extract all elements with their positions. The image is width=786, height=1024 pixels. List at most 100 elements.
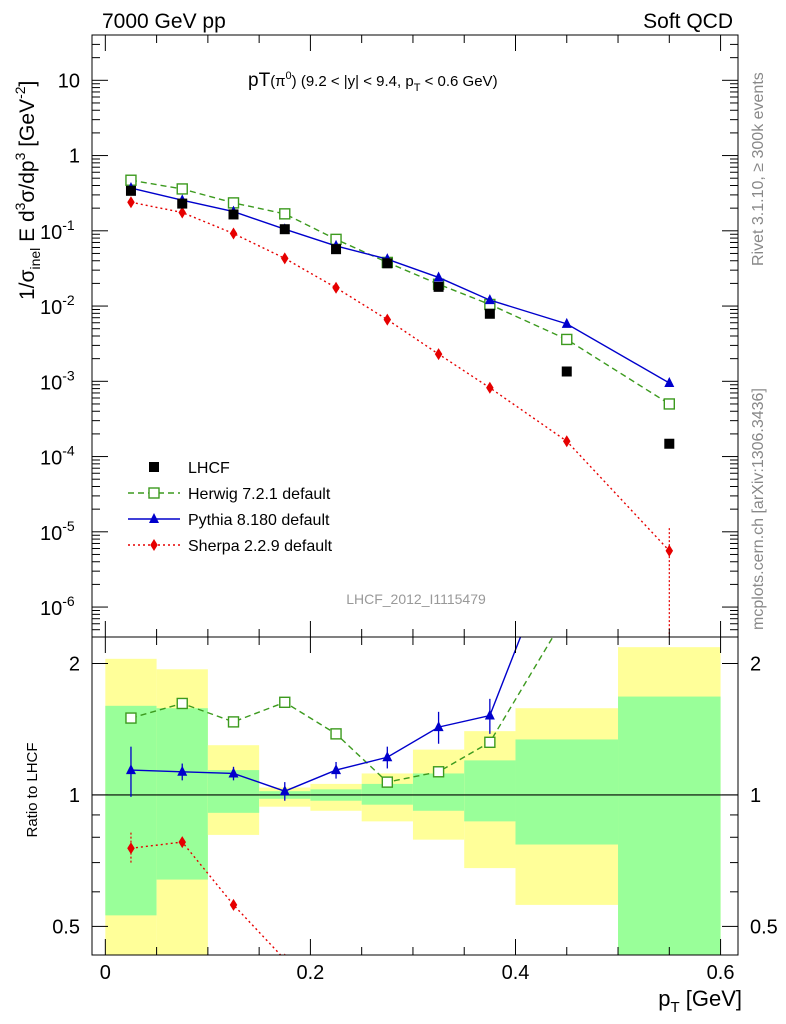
legend-lhcf-label: LHCF [188, 460, 230, 477]
band-green-8 [515, 739, 619, 845]
main-sherpa-point-7 [486, 381, 494, 394]
band-green-9 [618, 696, 721, 955]
band-green-5 [361, 783, 413, 805]
band-green-6 [412, 773, 465, 811]
main-herwig-point-3 [279, 208, 291, 220]
main-lhcf-point-8 [561, 366, 572, 377]
ratio-sherpa-point-2 [229, 898, 238, 911]
legend-lhcf-marker [149, 462, 159, 472]
ratio-herwig-point-7 [484, 736, 496, 749]
x-tick-label-0: 0 [100, 962, 111, 984]
band-green-1 [156, 708, 208, 880]
ratio-pythia-point-7 [484, 709, 495, 720]
ratio-pythia-point-2 [228, 767, 239, 778]
main-herwig-point-9 [663, 398, 675, 410]
main-sherpa-point-1 [178, 206, 186, 219]
ratio-herwig-point-5 [381, 776, 394, 788]
main-sherpa-point-4 [332, 281, 340, 294]
main-pythia-point-9 [664, 376, 675, 387]
analysis-watermark: LHCF_2012_I1115479 [346, 591, 486, 607]
main-y-axis-label: 1/σinel E d3σ/dp3 [GeV-2] [12, 81, 43, 300]
legend-sherpa-marker [150, 539, 158, 551]
header-energy-label: 7000 GeV pp [102, 10, 226, 33]
ratio-herwig-point-3 [279, 696, 291, 708]
main-herwig-point-1 [176, 183, 188, 195]
ratio-pythia-point-5 [382, 751, 393, 762]
main-sherpa-point-3 [281, 252, 289, 265]
main-lhcf-point-7 [484, 308, 495, 319]
main-pythia-point-8 [561, 317, 572, 328]
main-y-tick-label-1: 1 [69, 146, 80, 168]
main-lhcf-point-5 [382, 258, 393, 269]
ratio-herwig-point-1 [176, 697, 188, 710]
ratio-y-tick-label-right-2: 0.5 [750, 916, 778, 938]
main-lhcf-point-2 [228, 209, 239, 220]
mcplots-reference-label: mcplots.cern.ch [arXiv:1306.3436] [750, 388, 767, 630]
ratio-y-tick-label-0: 2 [69, 654, 80, 676]
main-sherpa-line [130, 201, 670, 552]
main-sherpa-point-9 [665, 544, 674, 557]
title-main: pT [248, 70, 271, 91]
ratio-pythia-point-4 [331, 764, 342, 775]
header-process-label: Soft QCD [643, 10, 733, 33]
legend-pythia-marker [149, 513, 159, 523]
legend-herwig-marker [148, 487, 160, 499]
title-cut-a: ) (9.2 < |y| < 9.4, p [292, 73, 414, 90]
legend-sherpa-label: Sherpa 2.2.9 default [188, 538, 333, 555]
main-lhcf-point-3 [279, 224, 290, 235]
ratio-pythia-point-0 [125, 764, 136, 775]
main-lhcf-point-4 [331, 244, 342, 255]
main-plot-area [125, 174, 675, 637]
ratio-y-tick-label-right-0: 2 [750, 654, 761, 676]
ratio-herwig-point-8 [562, 609, 572, 619]
main-y-tick-label-6: 10-5 [40, 518, 75, 545]
main-sherpa-point-8 [563, 435, 571, 448]
main-sherpa-point-2 [229, 227, 238, 240]
legend-pythia-label: Pythia 8.180 default [188, 512, 330, 529]
ratio-herwig-point-6 [432, 766, 445, 778]
main-sherpa-point-5 [383, 313, 392, 326]
x-tick-label-1: 0.2 [297, 962, 325, 984]
band-green-7 [464, 760, 516, 822]
ratio-y-tick-label-1: 1 [69, 785, 80, 807]
title-cut-sub: T [414, 82, 421, 94]
x-tick-label-3: 0.6 [707, 962, 735, 984]
main-pythia-line [130, 187, 670, 384]
main-y-tick-label-4: 10-3 [40, 367, 75, 394]
main-y-tick-label-2: 10-1 [40, 217, 75, 244]
x-tick-label-2: 0.4 [502, 962, 530, 984]
main-sherpa-point-6 [434, 348, 443, 361]
main-pythia-point-7 [484, 294, 495, 305]
ratio-plot-area [125, 609, 572, 955]
ratio-sherpa-point-0 [127, 842, 135, 855]
title-cut-b: < 0.6 GeV) [420, 73, 497, 90]
main-herwig-point-8 [561, 333, 573, 346]
title-particle: (π [270, 73, 285, 90]
ratio-y-tick-label-2: 0.5 [52, 916, 80, 938]
main-lhcf-point-9 [664, 438, 675, 449]
rivet-version-label: Rivet 3.1.10, ≥ 300k events [750, 72, 767, 266]
main-sherpa-point-0 [127, 196, 135, 209]
main-y-tick-label-0: 10 [58, 70, 80, 92]
ratio-herwig-point-4 [330, 728, 342, 740]
title-particle-sup: 0 [286, 70, 292, 82]
ratio-uncertainty-bands [92, 647, 738, 955]
main-y-tick-label-5: 10-4 [40, 443, 75, 470]
main-y-tick-label-3: 10-2 [40, 292, 75, 319]
ratio-panel-frame [91, 636, 739, 956]
legend-herwig-label: Herwig 7.2.1 default [188, 486, 331, 503]
ratio-pythia-point-1 [177, 765, 188, 776]
ratio-herwig-point-0 [125, 712, 137, 724]
ratio-pythia-point-3 [279, 785, 290, 796]
plot-title: pT(π0) (9.2 < |y| < 9.4, pT < 0.6 GeV) [248, 70, 498, 94]
legend: LHCF Herwig 7.2.1 default Pythia 8.180 def… [128, 460, 333, 555]
ratio-herwig-point-2 [227, 716, 240, 728]
band-green-0 [105, 705, 157, 916]
ratio-sherpa-line [130, 841, 282, 955]
main-lhcf-point-6 [433, 281, 444, 292]
main-y-tick-label-7: 10-6 [40, 593, 75, 620]
ratio-pythia-point-6 [433, 721, 444, 732]
ratio-sherpa-point-1 [178, 836, 186, 849]
